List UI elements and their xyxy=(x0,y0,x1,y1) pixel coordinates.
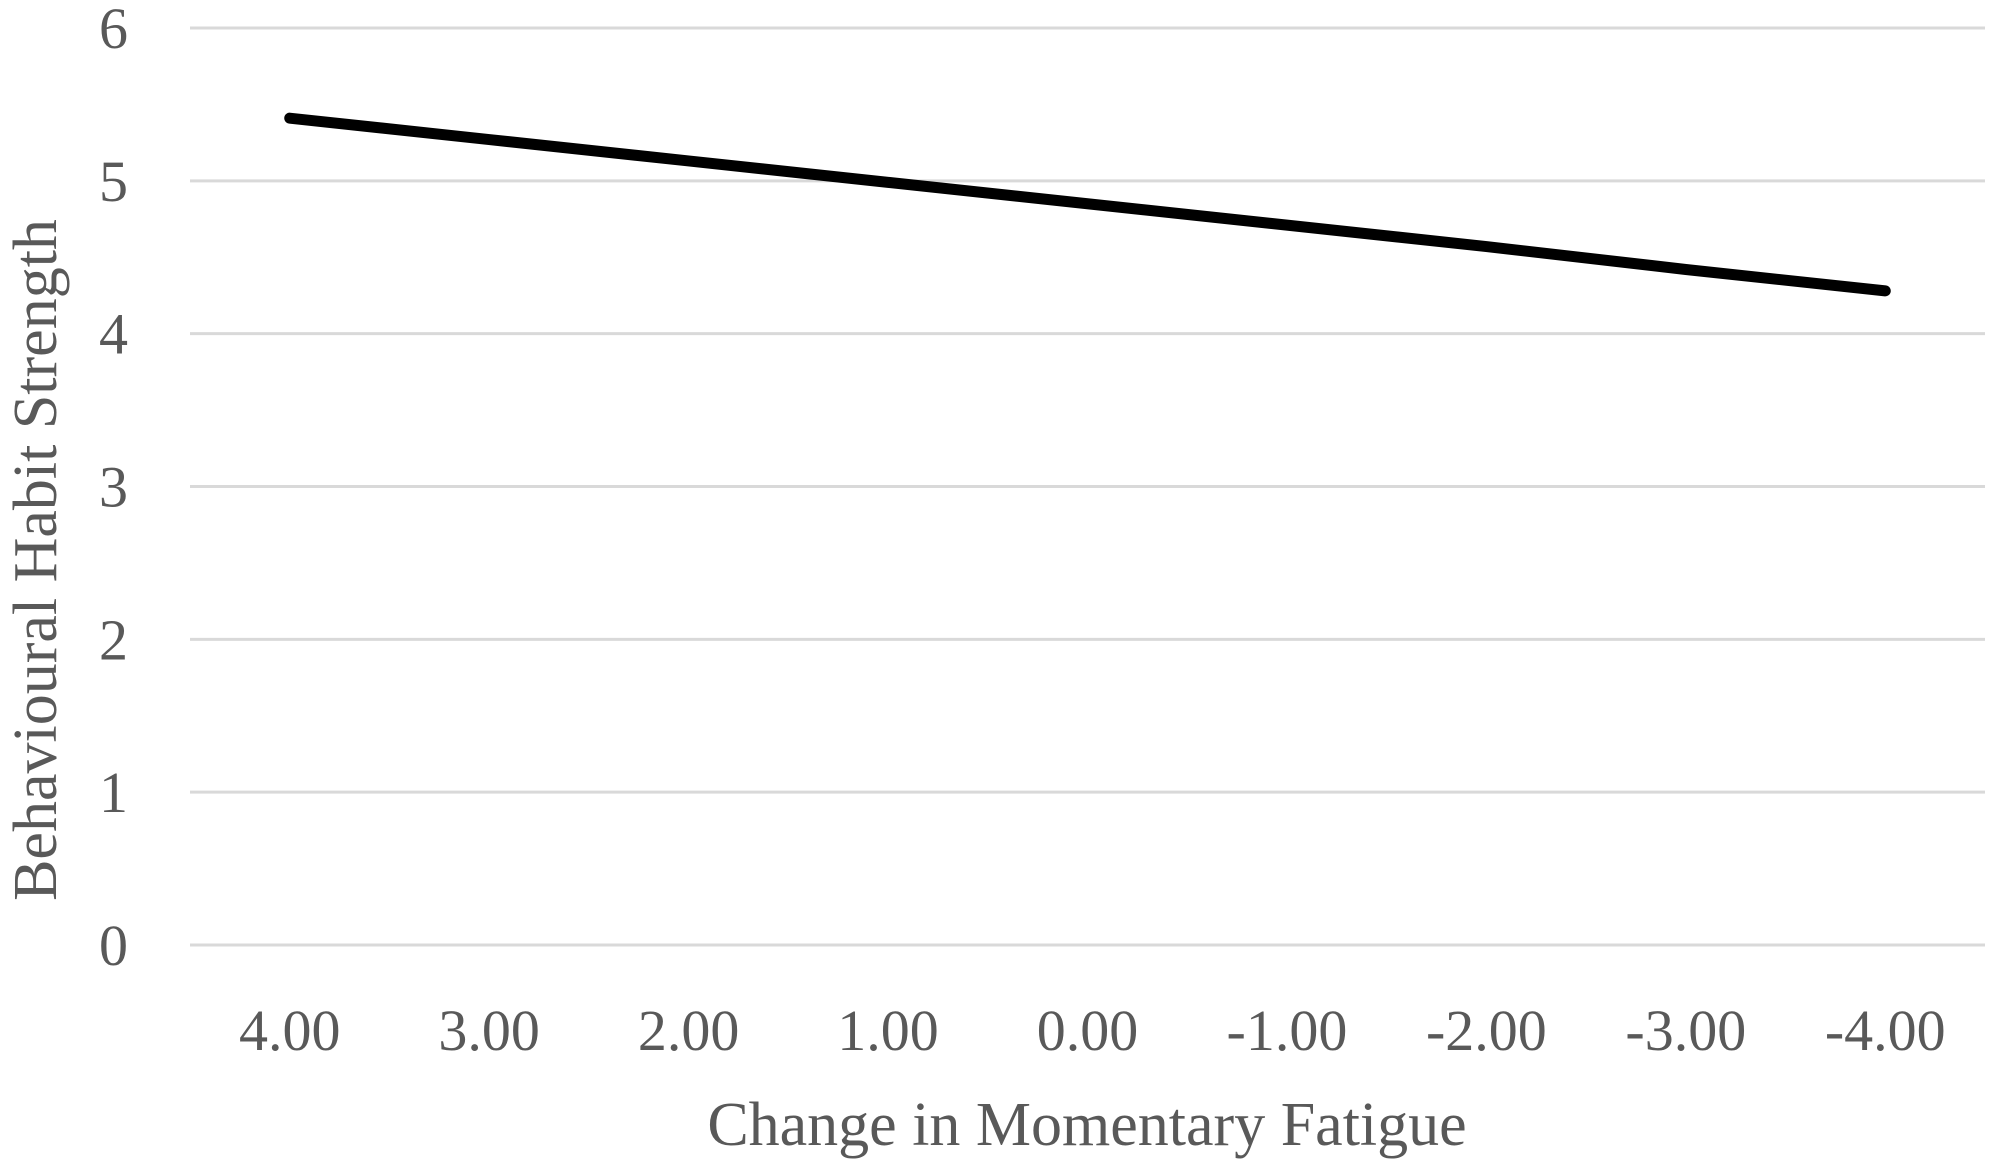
y-tick-label: 2 xyxy=(99,607,128,672)
gridlines xyxy=(190,26,1985,947)
y-tick-label: 5 xyxy=(99,149,128,214)
x-axis-ticks: 4.00 3.00 2.00 1.00 0.00 -1.00 -2.00 -3.00 -4.00 xyxy=(239,998,1946,1063)
y-axis-ticks: 0 1 2 3 4 5 6 xyxy=(99,0,128,978)
x-tick-label: -3.00 xyxy=(1625,998,1746,1063)
y-axis-title: Behavioural Habit Strength xyxy=(2,219,70,901)
series-line-0 xyxy=(284,112,1891,297)
y-tick-label: 0 xyxy=(99,913,128,978)
x-tick-label: 1.00 xyxy=(837,998,939,1063)
y-tick-label: 1 xyxy=(99,760,128,825)
series-lines xyxy=(284,112,1891,297)
y-tick-label: 3 xyxy=(99,455,128,520)
x-tick-label: -4.00 xyxy=(1825,998,1946,1063)
x-axis-title: Change in Momentary Fatigue xyxy=(707,1091,1466,1159)
x-tick-label: 4.00 xyxy=(239,998,341,1063)
y-tick-label: 4 xyxy=(99,302,128,367)
x-tick-label: 3.00 xyxy=(438,998,540,1063)
y-tick-label: 6 xyxy=(99,0,128,61)
x-tick-label: 2.00 xyxy=(638,998,740,1063)
x-tick-label: 0.00 xyxy=(1037,998,1139,1063)
x-tick-label: -2.00 xyxy=(1426,998,1547,1063)
x-tick-label: -1.00 xyxy=(1227,998,1348,1063)
